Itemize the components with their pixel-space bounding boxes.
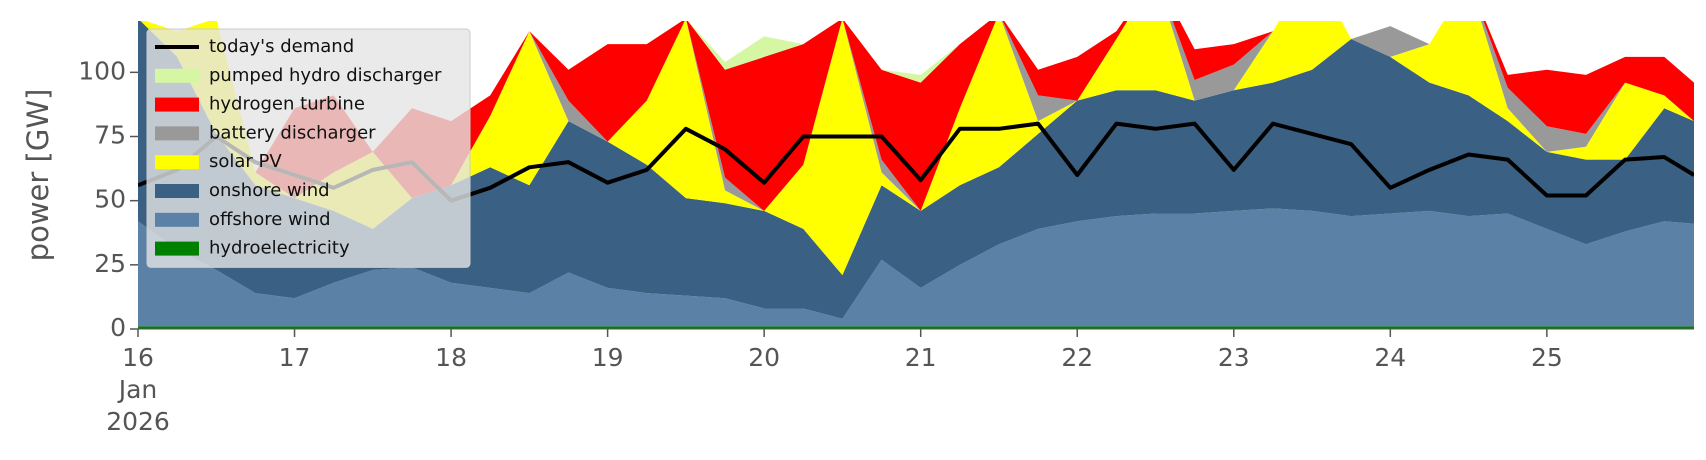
x-tick-label: 17 [279,343,311,372]
x-tick-label: 24 [1374,343,1406,372]
y-tick-label: 50 [94,185,126,214]
legend-label: onshore wind [209,180,330,201]
legend: today's demand pumped hydro discharger hyd… [146,28,471,268]
x-tick-label: 22 [1061,343,1093,372]
legend-label: hydrogen turbine [209,94,365,115]
y-tick-label: 100 [78,56,126,85]
x-tick-label: 23 [1218,343,1250,372]
legend-swatch [155,155,199,170]
x-tick-label: 19 [592,343,624,372]
legend-label: solar PV [209,151,282,172]
area [138,21,1694,319]
x-tick-label: 18 [435,343,467,372]
x-tick-label: 21 [905,343,937,372]
axes: 0 25 50 75 100 16 Jan 2026 17 18 19 20 21 22 23 24 25 [78,56,1694,436]
y-axis-label: power [GW] [21,89,55,262]
y-tick-label: 0 [110,313,126,342]
legend-swatch [155,126,199,141]
legend-label: battery discharger [209,122,376,143]
legend-label: offshore wind [209,209,331,230]
legend-swatch [155,212,199,227]
x-tick-label: 25 [1531,343,1563,372]
legend-swatch [155,97,199,112]
area [145,21,1694,211]
legend-swatch [155,68,199,83]
x-tick-label: 16 Jan 2026 [106,343,170,436]
y-tick-label: 25 [94,249,126,278]
y-tick-label: 75 [94,121,126,150]
area [138,208,1694,327]
legend-label: hydroelectricity [209,238,350,259]
legend-label: today's demand [209,36,354,57]
x-tick-label: 20 [748,343,780,372]
area [140,21,1694,276]
area [138,326,1694,329]
legend-label: pumped hydro discharger [209,65,442,86]
legend-swatch [155,241,199,256]
legend-swatch [155,184,199,198]
legend-box [146,28,471,268]
